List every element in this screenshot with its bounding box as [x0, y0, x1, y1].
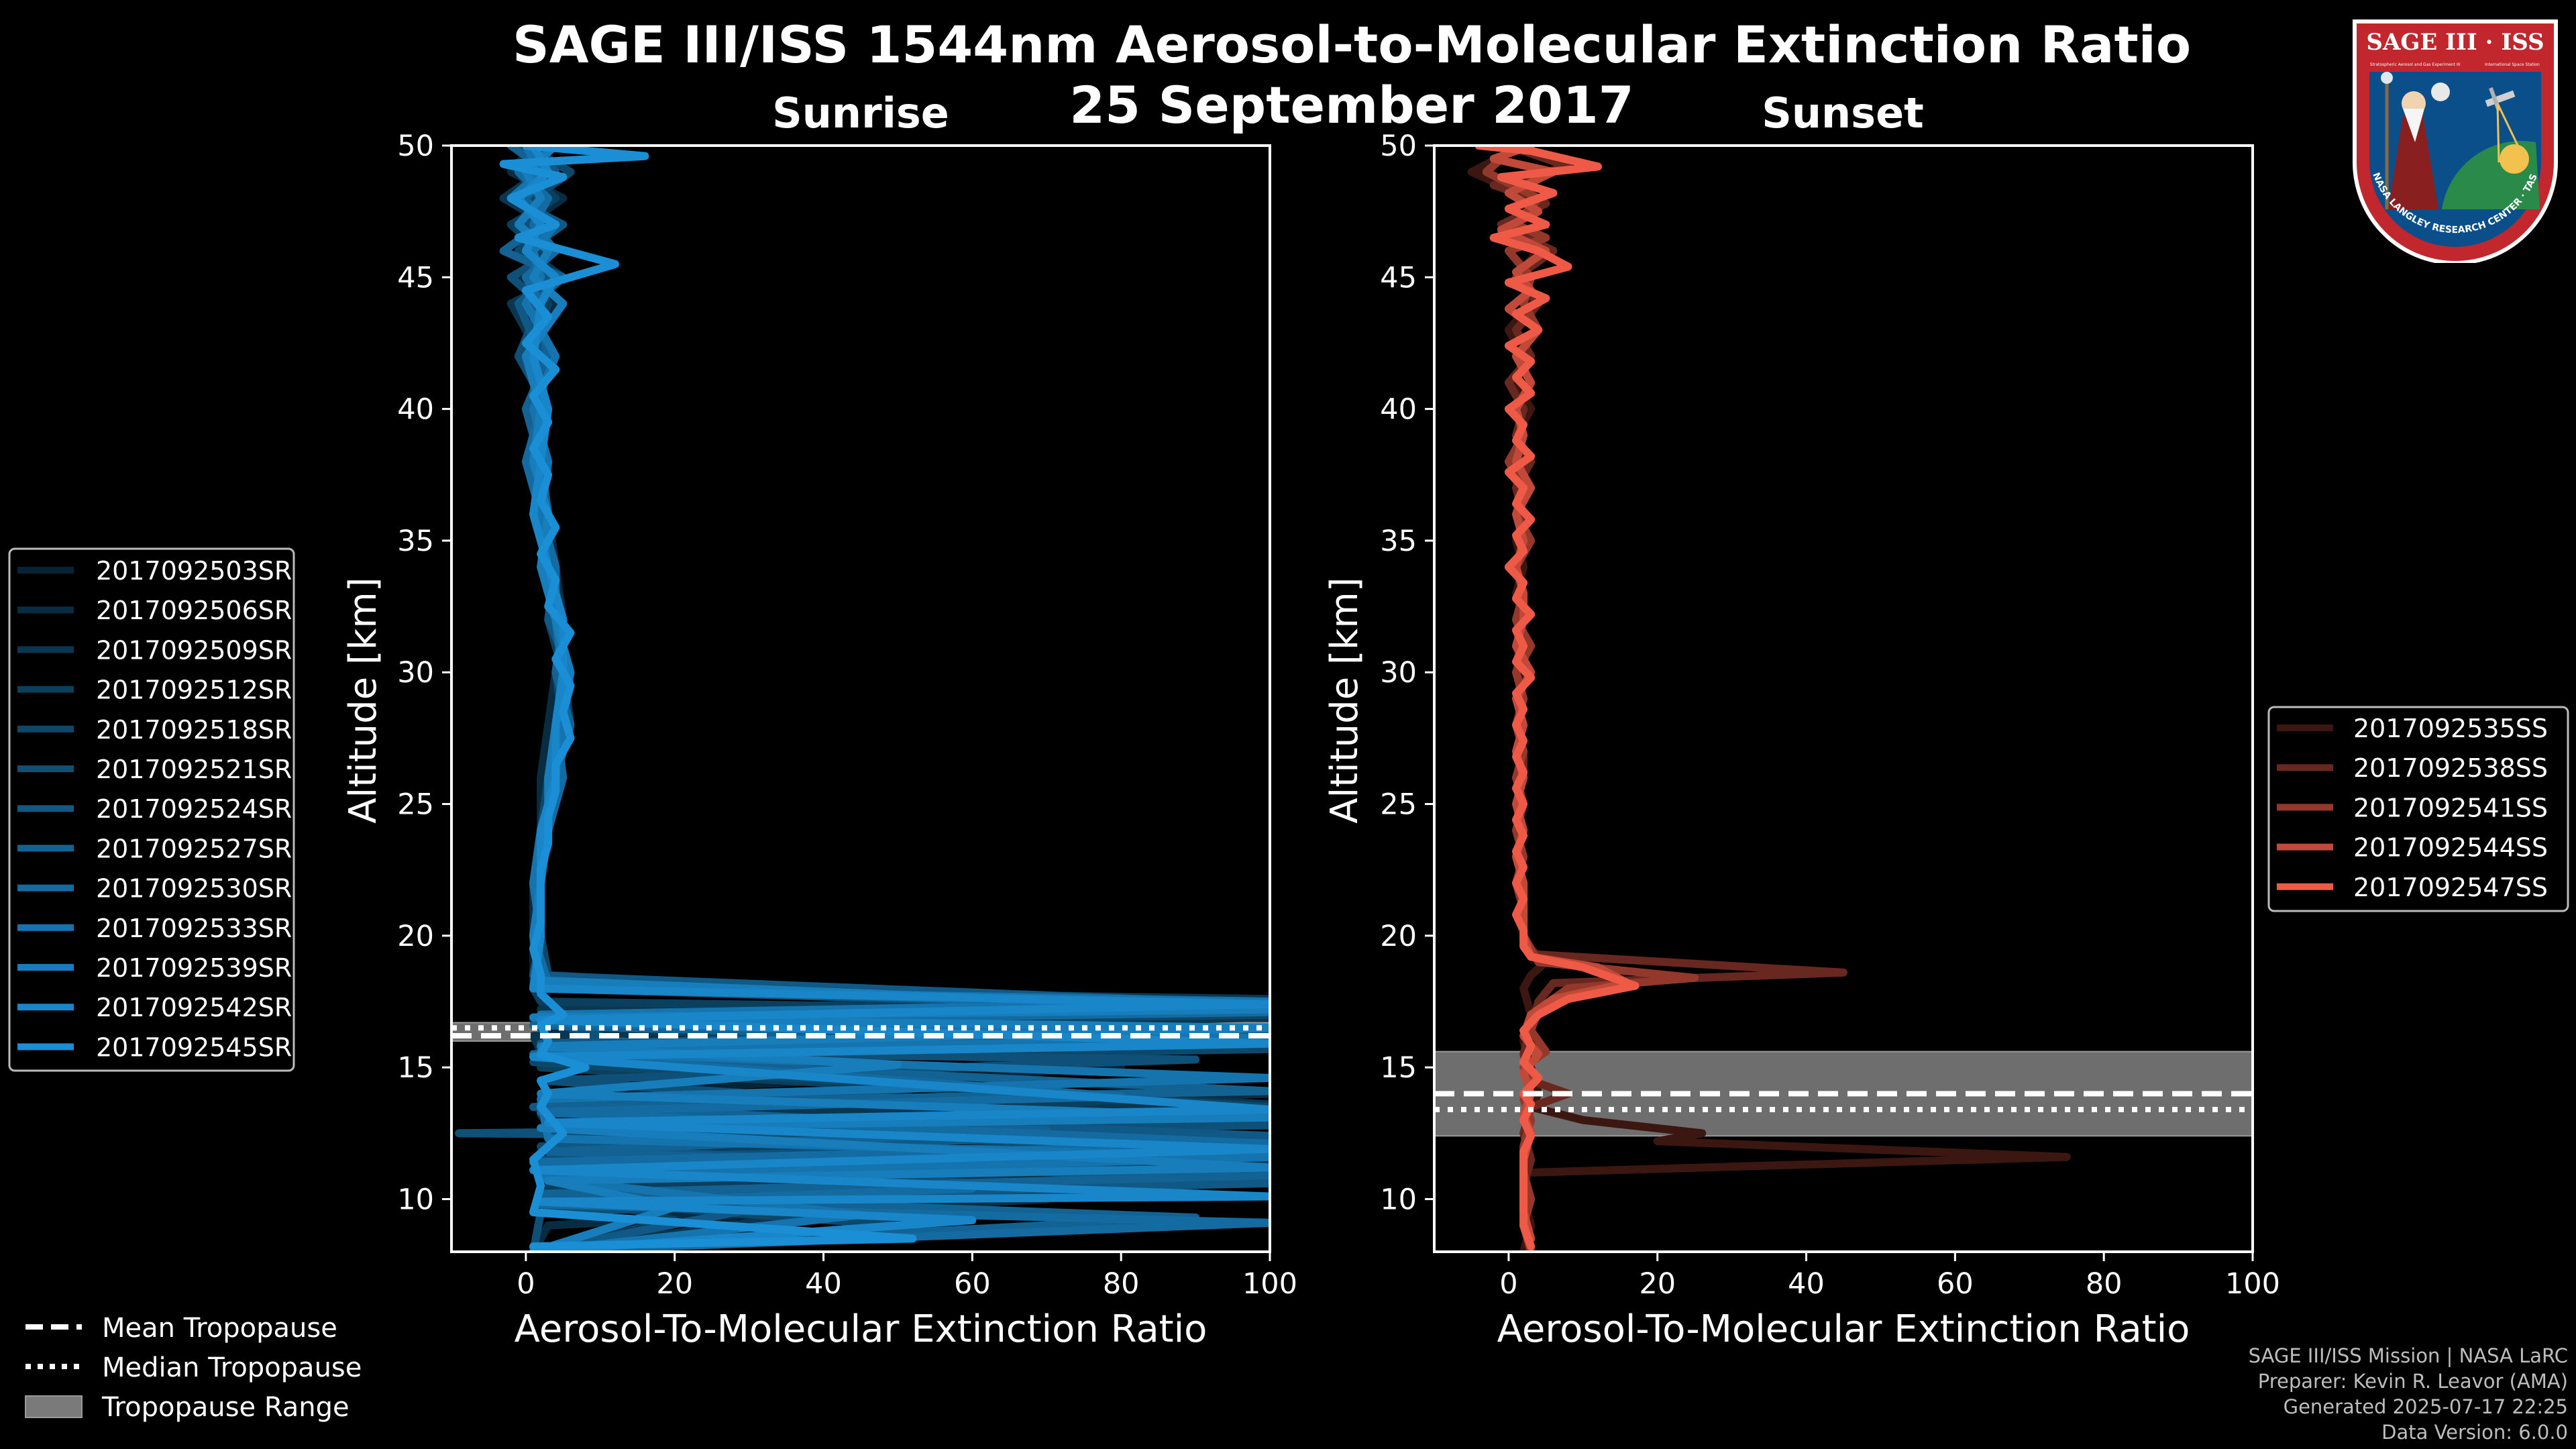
sunrise-legend-label: 2017092503SR [96, 556, 292, 586]
logo-sub-left: Stratospheric Aerosol and Gas Experiment… [2370, 62, 2461, 67]
sunrise-legend-label: 2017092524SR [96, 794, 292, 824]
sunset-y-tick-label: 10 [1380, 1183, 1417, 1216]
sunrise-x-tick-label: 60 [954, 1267, 991, 1301]
sunset-y-tick-label: 30 [1380, 656, 1417, 690]
sunset-panel-title: Sunset [1762, 89, 1924, 138]
sunset-y-axis-label: Altitude [km] [1323, 577, 1366, 823]
sunrise-plot: 0 20 40 60 80 100 10 15 20 25 30 35 40 45 50 [397, 129, 1297, 1301]
tropopause-range-swatch [25, 1395, 83, 1418]
figure-title: SAGE III/ISS 1544nm Aerosol-to-Molecular… [513, 15, 2191, 74]
figure-date: 25 September 2017 [1069, 75, 1633, 135]
sunrise-legend-label: 2017092545SR [96, 1032, 292, 1062]
sunset-y-tick-label: 35 [1380, 525, 1417, 558]
logo-wizard-icon [2388, 109, 2438, 209]
sunrise-y-tick-label: 10 [397, 1183, 434, 1216]
sunset-x-tick-label: 0 [1499, 1267, 1517, 1301]
footer-line-2: Preparer: Kevin R. Leavor (AMA) [2257, 1370, 2568, 1393]
logo-iss-icon [2485, 90, 2516, 107]
sunrise-legend-label: 2017092506SR [96, 596, 292, 625]
sunrise-panel-title: Sunrise [772, 89, 949, 138]
sunset-legend-label: 2017092544SS [2353, 833, 2548, 863]
sunset-x-tick-label: 60 [1937, 1267, 1974, 1301]
logo-sun-icon [2500, 144, 2529, 174]
sunrise-x-axis-label: Aerosol-To-Molecular Extinction Ratio [515, 1307, 1208, 1351]
footer-line-1: SAGE III/ISS Mission | NASA LaRC [2248, 1344, 2568, 1367]
sunrise-x-tick-label: 100 [1242, 1267, 1297, 1301]
sunrise-legend-label: 2017092521SR [96, 755, 292, 784]
sunrise-y-tick-label: 20 [397, 920, 434, 953]
logo-sub-right: International Space Station [2485, 62, 2540, 67]
sunrise-x-tick-label: 0 [517, 1267, 535, 1301]
sunset-series-2017092547SS [1474, 146, 1640, 1251]
sunset-y-tick-label: 50 [1380, 129, 1417, 163]
sunset-axes-frame [1433, 144, 2254, 1253]
sunrise-legend-label: 2017092512SR [96, 676, 292, 705]
sunset-legend: 2017092535SS 2017092538SS 2017092541SS 2017… [2267, 706, 2569, 912]
sunset-y-tick-label: 25 [1380, 788, 1417, 822]
sage-iii-iss-logo: SAGE III · ISS Stratospheric Aerosol and… [2341, 8, 2558, 263]
sunrise-legend: 2017092503SR 2017092506SR 2017092509SR 2017… [8, 547, 295, 1072]
sunset-legend-label: 2017092538SS [2353, 753, 2548, 783]
sunrise-y-tick-label: 25 [397, 788, 434, 822]
sunset-x-tick-label: 40 [1788, 1267, 1825, 1301]
sunrise-legend-label: 2017092530SR [96, 874, 292, 904]
sunset-x-axis-label: Aerosol-To-Molecular Extinction Ratio [1497, 1307, 2190, 1351]
figure-footer: SAGE III/ISS Mission | NASA LaRC Prepare… [2249, 1343, 2568, 1445]
footer-line-3: Generated 2025-07-17 22:25 [2283, 1395, 2568, 1418]
sunset-y-tick-label: 45 [1380, 261, 1417, 294]
logo-moon-icon [2431, 83, 2450, 101]
sunrise-y-axis-label: Altitude [km] [341, 577, 385, 823]
sunset-x-tick-label: 100 [2225, 1267, 2280, 1301]
tropopause-range-label: Tropopause Range [101, 1392, 350, 1423]
sunrise-legend-label: 2017092542SR [96, 993, 292, 1022]
sunset-x-tick-label: 80 [2086, 1267, 2123, 1301]
sunrise-y-tick-label: 35 [397, 525, 434, 558]
sunrise-x-tick-label: 80 [1103, 1267, 1140, 1301]
footer-line-4: Data Version: 6.0.0 [2381, 1421, 2568, 1444]
sunrise-x-tick-label: 40 [805, 1267, 842, 1301]
sunset-legend-label: 2017092535SS [2353, 714, 2548, 743]
sunrise-y-tick-label: 50 [397, 129, 434, 163]
sunrise-x-tick-label: 20 [656, 1267, 693, 1301]
sunrise-legend-label: 2017092527SR [96, 834, 292, 863]
sunrise-y-tick-label: 45 [397, 261, 434, 294]
tropopause-legend: Mean Tropopause Median Tropopause Tropop… [25, 1313, 362, 1423]
sunrise-legend-label: 2017092518SR [96, 715, 292, 745]
sunset-y-tick-label: 20 [1380, 920, 1417, 953]
logo-top-text: SAGE III · ISS [2366, 29, 2544, 56]
sunrise-y-tick-label: 30 [397, 656, 434, 690]
sunset-legend-label: 2017092547SS [2353, 873, 2548, 902]
median-tropopause-label: Median Tropopause [102, 1352, 362, 1383]
sunrise-legend-label: 2017092533SR [96, 914, 292, 943]
sunset-y-tick-label: 40 [1380, 393, 1417, 427]
sunrise-legend-label: 2017092539SR [96, 953, 292, 983]
sunset-x-tick-label: 20 [1639, 1267, 1676, 1301]
sunrise-y-tick-label: 40 [397, 393, 434, 427]
sunrise-legend-label: 2017092509SR [96, 635, 292, 665]
sunrise-series-2017092545SR [499, 146, 917, 1251]
mean-tropopause-label: Mean Tropopause [102, 1313, 337, 1344]
sunrise-axes-frame [450, 144, 1271, 1253]
sunset-plot: 0 20 40 60 80 100 10 15 20 25 30 35 40 45 50 [1380, 129, 2280, 1301]
sunset-legend-label: 2017092541SS [2353, 793, 2548, 822]
sunset-y-tick-label: 15 [1380, 1051, 1417, 1085]
sunrise-y-tick-label: 15 [397, 1051, 434, 1085]
